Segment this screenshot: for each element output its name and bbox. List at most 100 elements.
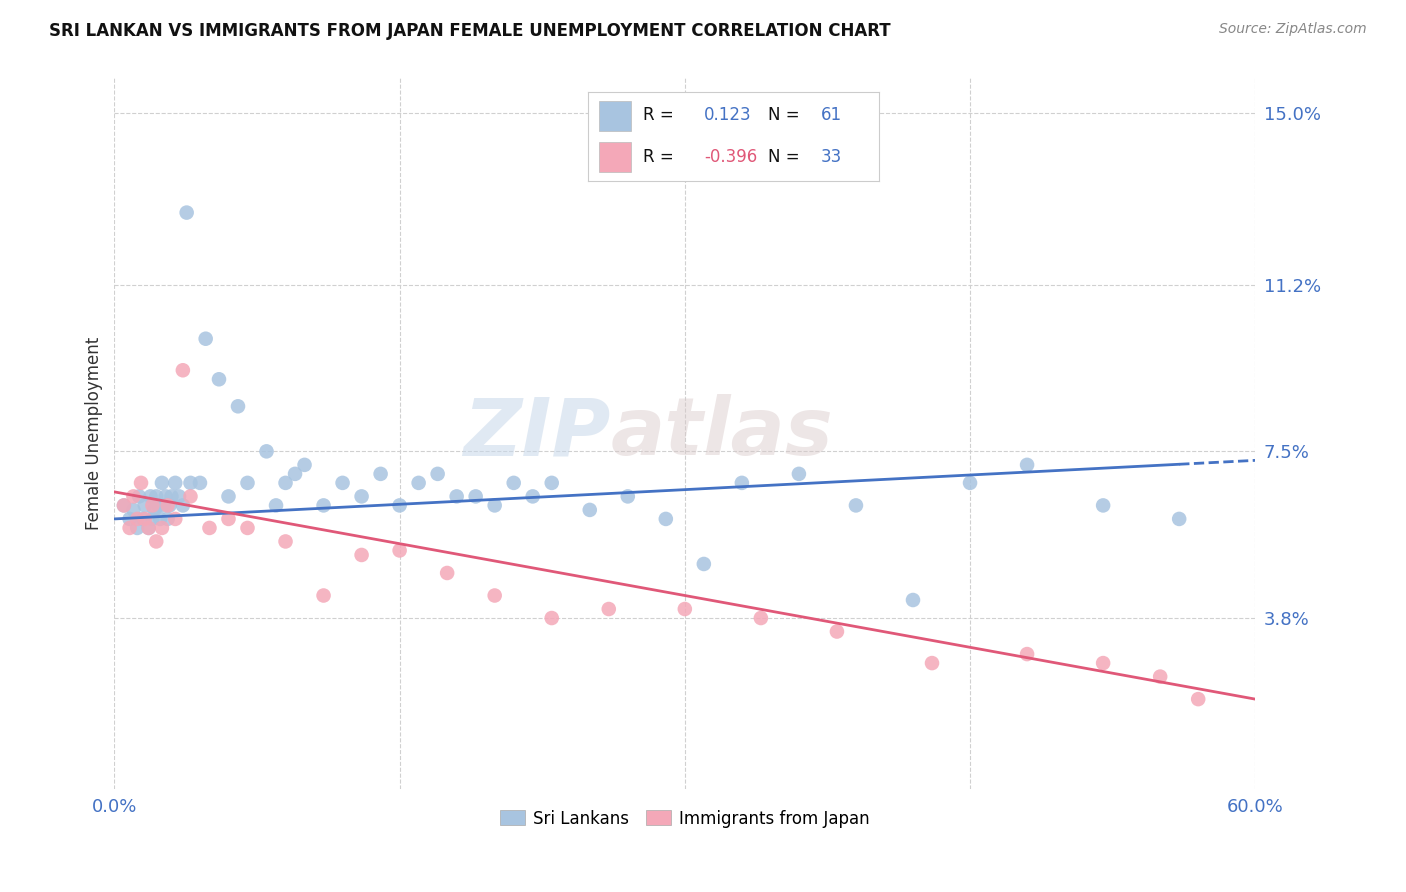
Point [149,512,172,526]
Text: Source: ZipAtlas.com: Source: ZipAtlas.com [1219,22,1367,37]
Point [294,458,316,472]
Point [128,490,150,504]
Point [1092,656,1115,670]
Point [165,475,187,490]
Point [284,467,307,481]
Point [236,475,259,490]
Point [143,503,166,517]
Point [1149,670,1171,684]
Point [132,512,155,526]
Text: ZIP: ZIP [464,394,610,473]
Point [332,475,354,490]
Point [127,521,149,535]
Point [134,499,156,513]
Point [845,499,868,513]
Point [901,593,924,607]
Point [150,475,173,490]
Point [155,490,177,504]
Point [502,475,524,490]
Point [673,602,696,616]
Point [693,557,716,571]
Point [156,499,179,513]
Text: SRI LANKAN VS IMMIGRANTS FROM JAPAN FEMALE UNEMPLOYMENT CORRELATION CHART: SRI LANKAN VS IMMIGRANTS FROM JAPAN FEMA… [49,22,891,40]
Point [146,499,169,513]
Point [194,332,217,346]
Point [179,475,201,490]
Point [198,521,221,535]
Point [134,512,156,526]
Point [159,499,181,513]
Point [446,490,468,504]
Point [150,521,173,535]
Point [165,512,187,526]
Point [578,503,600,517]
Point [825,624,848,639]
Point [112,499,135,513]
Point [127,512,149,526]
Point [312,499,335,513]
Point [172,499,194,513]
Y-axis label: Female Unemployment: Female Unemployment [86,336,103,530]
Point [1015,458,1038,472]
Point [122,503,145,517]
Point [598,602,620,616]
Point [139,490,162,504]
Point [208,372,231,386]
Point [484,499,506,513]
Point [179,490,201,504]
Point [959,475,981,490]
Point [655,512,678,526]
Legend: Sri Lankans, Immigrants from Japan: Sri Lankans, Immigrants from Japan [494,803,876,834]
Point [731,475,754,490]
Point [226,399,249,413]
Point [218,490,240,504]
Point [921,656,943,670]
Point [167,490,190,504]
Point [112,499,135,513]
Point [153,499,176,513]
Point [617,490,640,504]
Point [464,490,486,504]
Point [540,475,562,490]
Point [256,444,278,458]
Point [350,490,373,504]
Point [426,467,449,481]
Point [264,499,287,513]
Point [141,499,163,513]
Point [1015,647,1038,661]
Point [218,512,240,526]
Point [236,521,259,535]
Point [436,566,458,580]
Point [156,512,179,526]
Text: atlas: atlas [610,394,834,473]
Point [274,475,297,490]
Point [370,467,392,481]
Point [160,490,183,504]
Point [1168,512,1191,526]
Point [145,490,167,504]
Point [274,534,297,549]
Point [176,205,198,219]
Point [787,467,810,481]
Point [350,548,373,562]
Point [141,512,163,526]
Point [388,499,411,513]
Point [129,475,152,490]
Point [408,475,430,490]
Point [388,543,411,558]
Point [1187,692,1209,706]
Point [122,490,145,504]
Point [484,589,506,603]
Point [118,521,141,535]
Point [540,611,562,625]
Point [145,534,167,549]
Point [522,490,544,504]
Point [1092,499,1115,513]
Point [749,611,772,625]
Point [118,512,141,526]
Point [138,521,160,535]
Point [312,589,335,603]
Point [188,475,211,490]
Point [172,363,194,377]
Point [138,521,160,535]
